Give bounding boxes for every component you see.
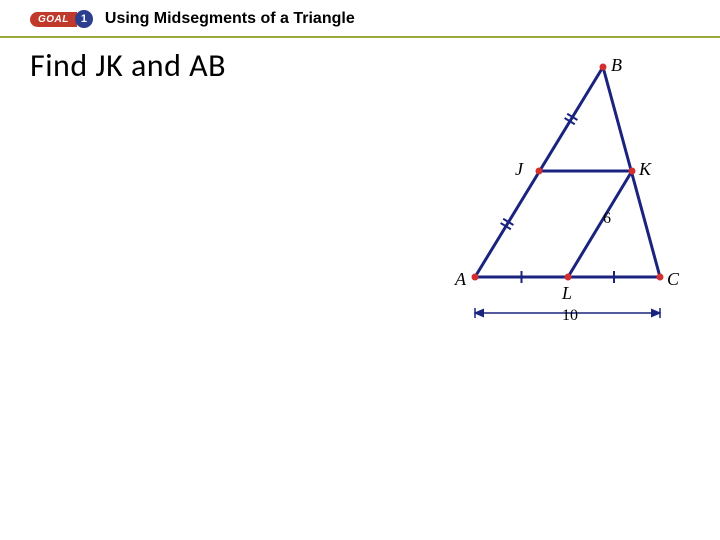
triangle-diagram: B J K A L C 6 10 <box>455 55 690 345</box>
goal-number: 1 <box>75 10 93 28</box>
value-label-AC: 10 <box>562 307 578 325</box>
point-label-A: A <box>455 269 466 290</box>
header-title: Using Midsegments of a Triangle <box>105 10 355 28</box>
header-bar: GOAL 1 Using Midsegments of a Triangle <box>0 0 720 38</box>
goal-badge: GOAL <box>30 12 77 27</box>
point-label-L: L <box>562 283 572 304</box>
diagram-svg <box>455 55 690 345</box>
point-label-K: K <box>639 159 651 180</box>
value-label-KL: 6 <box>603 210 611 228</box>
point-label-C: C <box>667 269 679 290</box>
point-label-J: J <box>515 159 523 180</box>
point-label-B: B <box>611 55 622 76</box>
